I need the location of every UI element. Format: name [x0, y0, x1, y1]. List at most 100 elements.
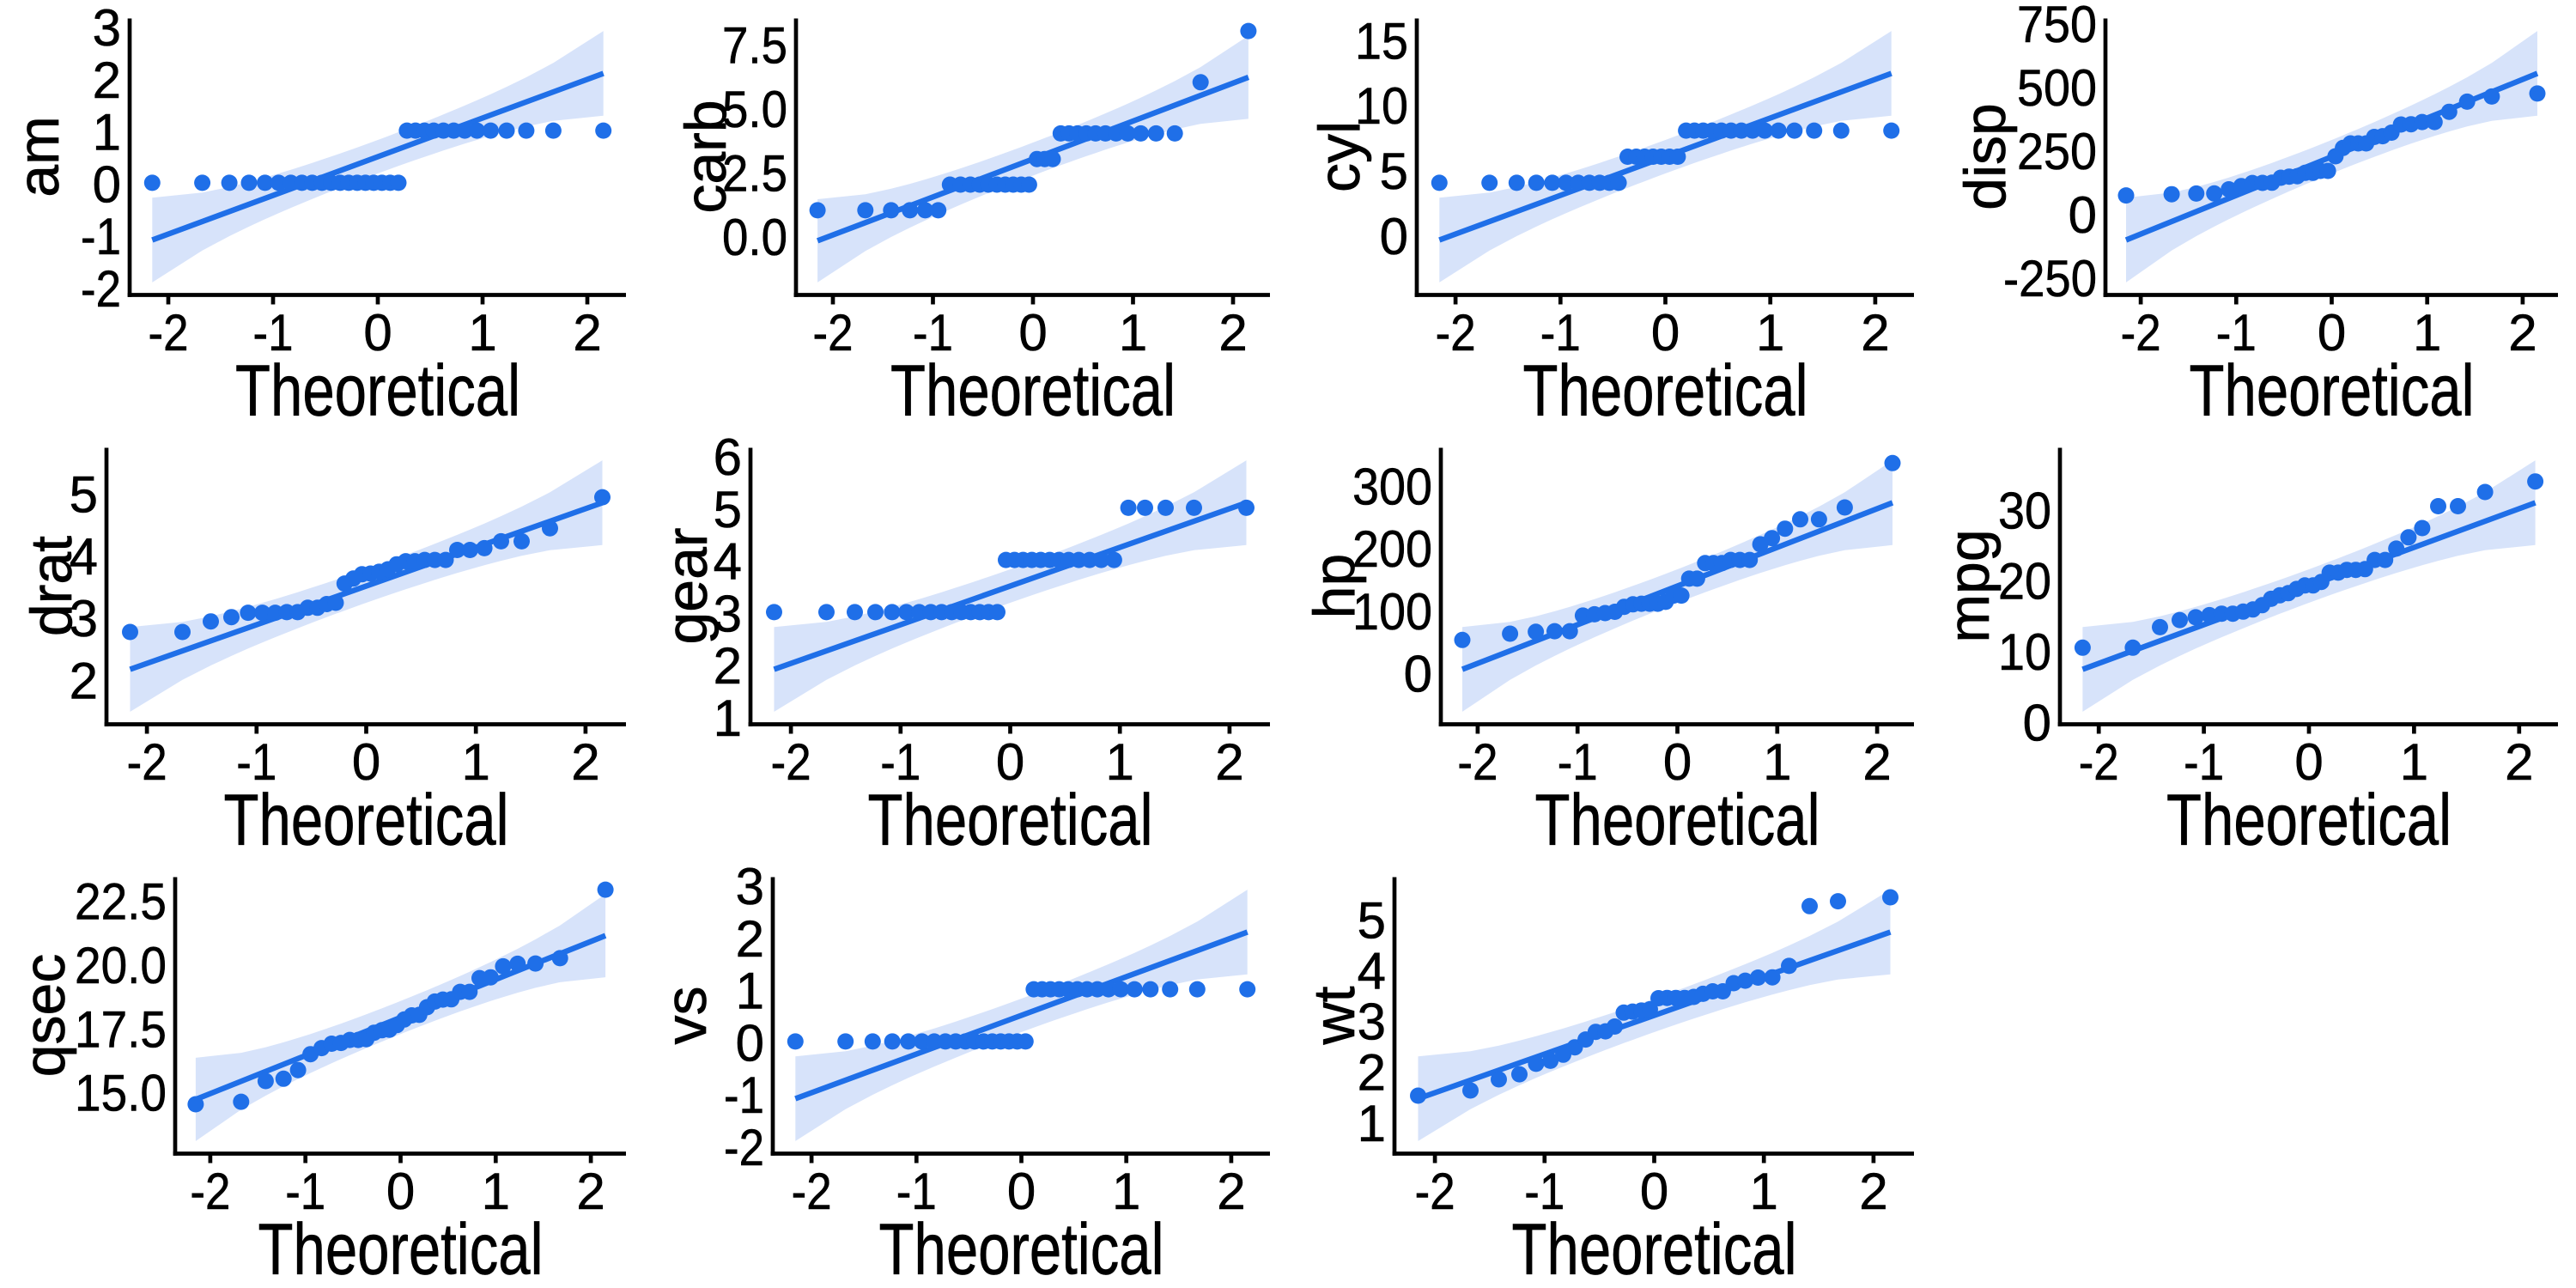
- svg-text:5: 5: [1380, 143, 1408, 200]
- svg-text:2: 2: [1218, 304, 1247, 361]
- svg-text:2: 2: [573, 304, 601, 361]
- svg-text:0: 0: [736, 1014, 764, 1072]
- svg-text:0: 0: [1651, 304, 1680, 361]
- svg-text:qsec: qsec: [12, 954, 77, 1078]
- svg-text:20.0: 20.0: [75, 937, 167, 994]
- svg-text:-2: -2: [771, 733, 811, 791]
- svg-text:2.5: 2.5: [722, 145, 787, 203]
- svg-text:0: 0: [2069, 186, 2097, 244]
- svg-text:1: 1: [714, 690, 742, 747]
- svg-text:0: 0: [386, 1163, 415, 1220]
- svg-text:1: 1: [1112, 1163, 1140, 1220]
- svg-text:750: 750: [2017, 0, 2097, 53]
- svg-text:-2: -2: [792, 1163, 832, 1220]
- svg-text:-1: -1: [880, 733, 920, 791]
- svg-text:Theoretical: Theoretical: [1535, 780, 1820, 860]
- svg-text:disp: disp: [1953, 103, 2018, 210]
- svg-text:-1: -1: [2184, 733, 2224, 791]
- svg-text:1: 1: [736, 963, 764, 1020]
- svg-text:-1: -1: [913, 304, 953, 361]
- svg-text:3: 3: [1358, 993, 1386, 1051]
- svg-text:1: 1: [482, 1163, 510, 1220]
- svg-text:2: 2: [1358, 1044, 1386, 1102]
- svg-text:1: 1: [1119, 304, 1147, 361]
- svg-text:Theoretical: Theoretical: [2190, 350, 2475, 431]
- svg-text:2: 2: [93, 52, 121, 109]
- svg-text:2: 2: [736, 910, 764, 968]
- svg-text:1: 1: [93, 104, 121, 161]
- svg-text:Theoretical: Theoretical: [235, 350, 520, 431]
- svg-text:wt: wt: [1302, 986, 1367, 1045]
- svg-text:Theoretical: Theoretical: [868, 780, 1153, 860]
- svg-text:-2: -2: [2079, 733, 2119, 791]
- svg-text:-1: -1: [285, 1163, 325, 1220]
- svg-text:5.0: 5.0: [722, 81, 787, 138]
- svg-text:2: 2: [1862, 733, 1891, 791]
- svg-text:22.5: 22.5: [75, 873, 167, 931]
- svg-text:-1: -1: [1558, 733, 1598, 791]
- svg-text:2: 2: [714, 637, 742, 695]
- svg-text:-2: -2: [724, 1119, 764, 1176]
- svg-text:0.0: 0.0: [722, 209, 787, 266]
- svg-text:0: 0: [363, 304, 392, 361]
- svg-text:-2: -2: [190, 1163, 230, 1220]
- svg-text:0: 0: [996, 733, 1024, 791]
- svg-text:1: 1: [468, 304, 496, 361]
- svg-text:200: 200: [1352, 520, 1432, 578]
- svg-text:1: 1: [1106, 733, 1134, 791]
- svg-text:-2: -2: [1436, 304, 1476, 361]
- svg-text:2: 2: [576, 1163, 605, 1220]
- svg-text:0: 0: [1380, 208, 1408, 265]
- svg-text:0: 0: [93, 155, 121, 213]
- svg-text:Theoretical: Theoretical: [1523, 350, 1808, 431]
- svg-text:Theoretical: Theoretical: [879, 1209, 1164, 1288]
- svg-text:-2: -2: [813, 304, 854, 361]
- svg-text:20: 20: [1998, 553, 2051, 611]
- svg-text:2: 2: [571, 733, 599, 791]
- svg-text:carb: carb: [673, 100, 738, 213]
- svg-text:500: 500: [2017, 59, 2097, 117]
- svg-text:0: 0: [2294, 733, 2323, 791]
- svg-text:2: 2: [70, 653, 98, 710]
- svg-text:Theoretical: Theoretical: [258, 1209, 544, 1288]
- svg-text:3: 3: [70, 590, 98, 647]
- svg-text:0: 0: [1640, 1163, 1668, 1220]
- svg-text:-1: -1: [724, 1066, 764, 1124]
- svg-text:0: 0: [1404, 646, 1432, 703]
- svg-text:7.5: 7.5: [722, 17, 787, 75]
- svg-text:4: 4: [70, 528, 98, 586]
- svg-text:0: 0: [1007, 1163, 1036, 1220]
- svg-text:2: 2: [1861, 304, 1889, 361]
- svg-text:2: 2: [1215, 733, 1243, 791]
- svg-text:0: 0: [352, 733, 380, 791]
- svg-text:-1: -1: [81, 208, 121, 265]
- svg-text:-2: -2: [2121, 304, 2161, 361]
- svg-text:-2: -2: [1457, 733, 1498, 791]
- svg-text:2: 2: [1217, 1163, 1245, 1220]
- svg-text:-2: -2: [149, 304, 189, 361]
- svg-text:2: 2: [2505, 733, 2533, 791]
- svg-text:Theoretical: Theoretical: [1512, 1209, 1797, 1288]
- svg-text:0: 0: [1018, 304, 1047, 361]
- svg-text:1: 1: [1756, 304, 1784, 361]
- svg-text:0: 0: [1663, 733, 1692, 791]
- svg-text:3: 3: [714, 585, 742, 642]
- svg-text:-2: -2: [81, 260, 121, 318]
- svg-text:-1: -1: [1540, 304, 1581, 361]
- svg-text:2: 2: [1859, 1163, 1887, 1220]
- svg-text:-2: -2: [1415, 1163, 1455, 1220]
- svg-text:1: 1: [1763, 733, 1791, 791]
- svg-text:Theoretical: Theoretical: [890, 350, 1176, 431]
- svg-text:1: 1: [2400, 733, 2428, 791]
- svg-text:3: 3: [736, 858, 764, 915]
- svg-text:-1: -1: [253, 304, 294, 361]
- svg-text:1: 1: [1750, 1163, 1778, 1220]
- svg-text:0: 0: [2023, 695, 2051, 752]
- svg-text:gear: gear: [654, 527, 720, 644]
- svg-text:17.5: 17.5: [75, 1000, 167, 1058]
- svg-text:mpg: mpg: [1936, 529, 2002, 642]
- svg-text:100: 100: [1352, 583, 1432, 641]
- svg-text:30: 30: [1998, 482, 2051, 539]
- svg-text:-1: -1: [1524, 1163, 1564, 1220]
- svg-text:-250: -250: [2003, 250, 2097, 307]
